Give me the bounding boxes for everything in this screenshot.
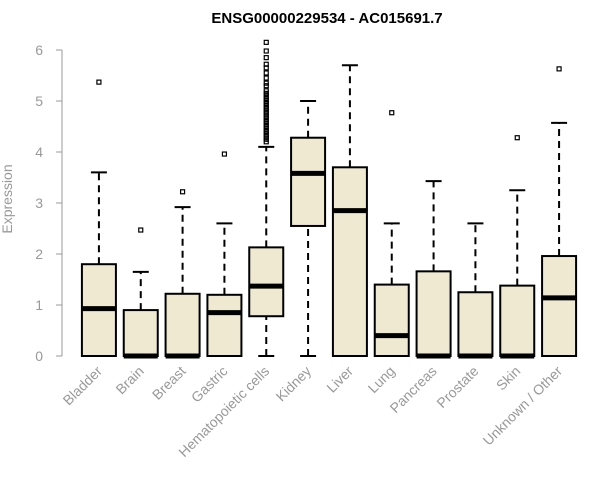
plot-area [80,39,578,359]
x-tick-label: Lung [365,363,398,396]
outlier-point [514,135,520,141]
box-group-lung [373,110,410,358]
box [415,270,452,357]
y-tick-label: 4 [35,144,43,160]
outlier-point [263,70,269,76]
box [457,291,494,357]
outlier-point [263,39,269,45]
chart-title: ENSG00000229534 - AC015691.7 [211,10,442,27]
outlier-point [263,88,269,94]
x-tick-label: Skin [493,363,524,394]
y-tick-label: 6 [35,42,43,58]
y-tick-label: 1 [35,297,43,313]
y-tick-label: 0 [35,348,43,364]
y-tick-label: 2 [35,246,43,262]
box [373,283,410,358]
box-group-kidney [290,100,327,357]
x-tick-label: Kidney [273,363,315,405]
x-tick-label: Liver [323,363,356,396]
box-group-bladder [80,79,117,358]
outlier-point [263,61,269,67]
outlier-point [389,110,395,116]
box-group-hematopoietic-cells [248,39,285,357]
box-group-unknown-other [541,66,578,358]
outlier-point [96,79,102,85]
box-group-liver [331,64,368,357]
box [499,284,536,357]
box-group-skin [499,135,536,359]
x-tick-label: Unknown / Other [480,363,566,449]
y-tick-label: 3 [35,195,43,211]
x-tick-label: Breast [149,363,189,403]
box-group-breast [164,189,201,359]
box [122,309,159,358]
box [164,292,201,357]
outlier-point [179,189,186,195]
x-tick-label: Bladder [60,363,106,409]
x-tick-label: Brain [112,363,146,397]
x-tick-label: Pancreas [387,363,440,416]
box-group-gastric [206,151,243,357]
box [290,136,327,227]
outlier-point [263,75,269,81]
box-group-brain [122,227,159,359]
outlier-point [221,151,228,157]
outlier-point [263,55,269,61]
box-group-pancreas [415,180,452,359]
y-axis: 0 1 2 3 4 5 6 [35,42,63,364]
box-group-prostate [457,222,494,359]
y-axis-label: Expression [0,164,15,233]
box [206,293,243,357]
outlier-point [138,227,144,233]
outlier-point [263,48,269,54]
box [541,255,578,358]
outlier-point [263,80,269,86]
box [331,166,368,357]
y-tick-label: 5 [35,93,43,109]
outlier-point [556,66,562,72]
x-tick-label: Prostate [433,363,481,411]
box [248,246,285,318]
